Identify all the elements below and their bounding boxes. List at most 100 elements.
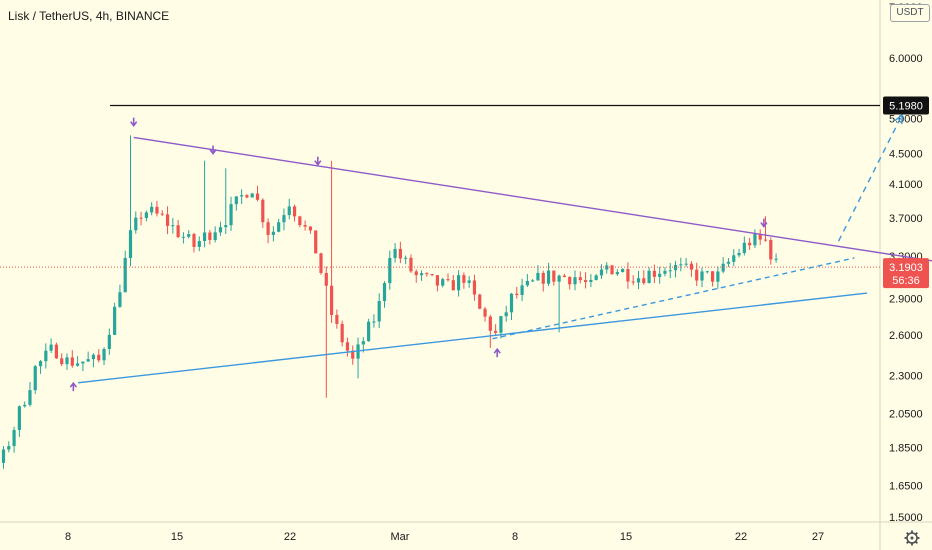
candle-body — [308, 226, 313, 231]
candle-body — [208, 232, 212, 241]
candle-body — [472, 280, 477, 295]
candle-body — [700, 271, 704, 281]
candle-body — [298, 216, 302, 226]
candle-body — [38, 361, 43, 367]
upper-trendline — [133, 136, 932, 262]
x-tick-label: 22 — [735, 531, 747, 543]
candle-body — [621, 269, 625, 273]
x-tick-label: 22 — [284, 531, 296, 543]
y-tick-label: 4.1000 — [889, 179, 923, 191]
candle-body — [28, 390, 32, 405]
candle-body — [155, 206, 159, 214]
settings-gear-icon[interactable] — [904, 530, 920, 546]
candle-body — [499, 316, 503, 333]
candle-body — [710, 271, 715, 282]
candle-body — [303, 225, 307, 227]
candle-body — [716, 271, 720, 282]
candle-body — [393, 248, 397, 259]
candle-body — [86, 359, 90, 362]
projection-line — [837, 114, 903, 242]
projection-arrowhead — [894, 113, 903, 125]
down-arrow-marker — [760, 218, 768, 228]
resistance-price-badge — [883, 96, 929, 115]
candle-body — [134, 217, 138, 231]
candle-body — [314, 230, 318, 254]
candle-body — [494, 330, 498, 333]
candle-body — [187, 234, 191, 237]
candle-body — [234, 196, 238, 205]
candle-body — [250, 193, 254, 198]
candle-body — [552, 270, 556, 282]
candle-body — [615, 272, 619, 275]
candle-body — [218, 227, 223, 233]
candle-body — [229, 204, 233, 226]
candle-body — [49, 344, 53, 351]
candle-body — [515, 293, 519, 296]
candle-body — [202, 232, 207, 242]
candle-body — [504, 312, 508, 317]
candle-body — [446, 279, 450, 281]
candle-body — [531, 280, 535, 282]
candle-body — [414, 271, 418, 276]
candle-body — [483, 308, 487, 317]
candle-body — [118, 292, 122, 307]
candle-body — [65, 357, 69, 365]
candle-body — [774, 258, 778, 260]
candle-body — [102, 348, 106, 361]
candle-body — [81, 361, 85, 364]
countdown-label: 56:36 — [892, 275, 920, 287]
candle-body — [467, 280, 471, 283]
candle-body — [197, 241, 201, 247]
candle-body — [546, 270, 551, 284]
up-arrow-marker — [69, 381, 77, 392]
currency-label[interactable]: USDT — [890, 4, 930, 22]
x-tick-label: 8 — [65, 531, 71, 543]
candle-body — [123, 257, 127, 293]
candle-body — [488, 316, 492, 331]
candle-body — [181, 236, 186, 238]
candle-body — [176, 225, 180, 238]
candle-body — [573, 277, 577, 285]
candle-body — [441, 279, 445, 286]
candle-body — [594, 275, 598, 280]
candle-body — [404, 257, 408, 259]
candle-body — [329, 285, 334, 315]
candle-body — [44, 350, 48, 362]
candle-body — [388, 258, 392, 284]
candle-body — [23, 404, 27, 407]
candle-body — [578, 277, 582, 281]
candle-body — [70, 357, 74, 366]
candle-body — [171, 225, 175, 227]
x-tick-label: 15 — [620, 531, 632, 543]
candle-body — [361, 341, 365, 345]
resistance-price-label: 5.1980 — [889, 101, 923, 113]
candle-body — [425, 273, 429, 275]
candle-body — [631, 281, 635, 283]
candle-body — [277, 222, 281, 232]
candle-body — [107, 334, 111, 349]
candle-body — [17, 406, 21, 431]
candle-body — [345, 342, 350, 351]
y-tick-label: 1.5000 — [889, 512, 923, 524]
candle-body — [192, 234, 196, 247]
candle-body — [748, 242, 752, 246]
candle-body — [213, 232, 217, 241]
symbol-title[interactable]: Lisk / TetherUS, 4h, BINANCE — [8, 9, 170, 23]
candle-body — [144, 212, 148, 218]
candle-body — [536, 272, 540, 281]
x-tick-label: 15 — [171, 531, 183, 543]
candle-body — [478, 294, 482, 309]
candle-body — [113, 306, 117, 335]
candles — [1, 135, 778, 469]
candle-body — [292, 206, 297, 217]
y-tick-label: 3.7000 — [889, 213, 923, 225]
y-tick-label: 4.5000 — [889, 148, 923, 160]
candle-body — [679, 264, 683, 266]
candle-body — [261, 199, 265, 223]
candle-body — [335, 314, 339, 324]
candle-body — [610, 265, 614, 275]
candle-body — [451, 280, 455, 291]
candle-body — [7, 446, 11, 450]
